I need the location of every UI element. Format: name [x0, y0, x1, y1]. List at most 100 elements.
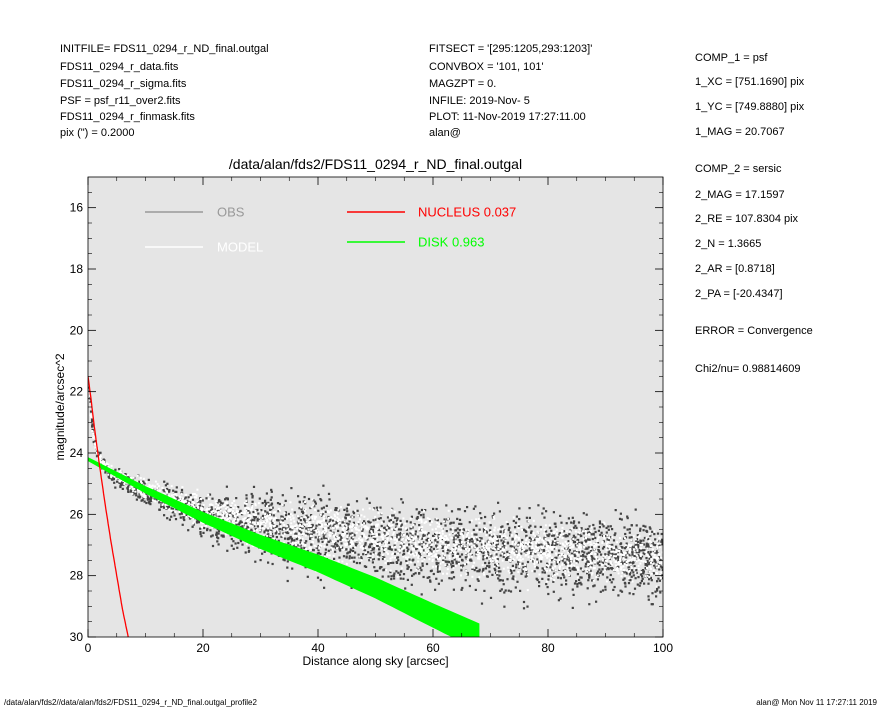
obs-point	[646, 564, 649, 567]
obs-point	[408, 539, 411, 542]
obs-point	[340, 538, 343, 541]
model-point	[411, 547, 414, 550]
model-point	[219, 513, 222, 516]
model-point	[379, 542, 382, 545]
model-point	[363, 522, 366, 525]
obs-point	[376, 544, 379, 547]
model-point	[485, 544, 488, 547]
obs-point	[581, 558, 584, 561]
model-point	[410, 525, 413, 528]
obs-point	[450, 571, 453, 574]
model-point	[547, 539, 550, 542]
model-point	[590, 573, 593, 576]
obs-point	[360, 535, 363, 538]
model-point	[428, 538, 430, 541]
obs-point	[317, 493, 320, 497]
obs-point	[457, 536, 460, 539]
obs-point	[517, 560, 520, 563]
model-point	[445, 535, 447, 538]
model-point	[359, 518, 361, 521]
obs-point	[556, 543, 559, 546]
model-point	[308, 517, 311, 520]
data-layer	[88, 376, 663, 637]
model-point	[629, 550, 631, 553]
model-point	[551, 556, 554, 559]
model-point	[175, 494, 178, 497]
model-point	[547, 550, 550, 553]
obs-point	[121, 487, 124, 490]
obs-point	[509, 545, 512, 548]
model-point	[94, 443, 97, 446]
model-point	[366, 555, 369, 558]
model-point	[400, 567, 403, 570]
obs-point	[322, 506, 325, 509]
obs-point	[195, 507, 198, 510]
model-point	[521, 549, 524, 552]
obs-point	[327, 549, 330, 552]
model-point	[131, 488, 134, 491]
header-right-line: 2_RE = 107.8304 pix	[695, 213, 799, 225]
model-point	[390, 521, 393, 524]
obs-point	[575, 526, 578, 529]
model-point	[440, 535, 443, 538]
model-point	[477, 553, 480, 556]
model-point	[254, 514, 257, 517]
model-point	[207, 498, 210, 501]
model-point	[368, 554, 371, 557]
obs-point	[346, 510, 349, 513]
obs-point	[411, 559, 414, 562]
model-point	[99, 455, 102, 457]
obs-point	[208, 510, 211, 513]
model-point	[207, 494, 210, 496]
obs-point	[352, 516, 355, 519]
obs-point	[503, 552, 506, 555]
model-point	[289, 516, 292, 519]
model-point	[92, 436, 95, 439]
model-point	[569, 555, 572, 558]
obs-point	[571, 516, 574, 519]
model-point	[334, 515, 337, 518]
model-point	[420, 547, 423, 550]
obs-point	[382, 550, 386, 553]
model-point	[427, 549, 430, 552]
model-point	[530, 559, 532, 562]
obs-point	[135, 498, 138, 501]
model-point	[513, 553, 516, 556]
model-point	[229, 516, 232, 519]
obs-point	[218, 514, 221, 518]
model-point	[341, 523, 344, 526]
model-point	[576, 540, 579, 543]
obs-point	[573, 550, 576, 553]
obs-point	[175, 490, 178, 493]
model-point	[386, 537, 389, 540]
model-point	[592, 579, 595, 582]
model-point	[659, 574, 662, 577]
obs-point	[635, 539, 638, 543]
model-point	[573, 564, 576, 567]
model-point	[551, 567, 554, 569]
model-point	[384, 543, 387, 546]
model-point	[518, 536, 520, 539]
model-point	[501, 549, 504, 552]
model-point	[364, 525, 367, 528]
obs-point	[655, 550, 658, 553]
model-point	[568, 554, 571, 557]
obs-point	[372, 557, 375, 561]
model-point	[606, 545, 608, 548]
obs-point	[551, 551, 554, 554]
model-point	[318, 533, 321, 536]
obs-point	[620, 590, 624, 593]
model-point	[619, 537, 621, 539]
model-point	[264, 513, 267, 516]
model-point	[602, 554, 605, 557]
model-point	[650, 559, 653, 562]
obs-point	[319, 498, 322, 501]
model-point	[454, 536, 457, 539]
model-point	[451, 531, 454, 534]
obs-point	[354, 551, 357, 554]
obs-point	[332, 545, 335, 548]
model-point	[545, 550, 548, 553]
obs-point	[449, 522, 452, 525]
obs-point	[541, 577, 544, 580]
obs-point	[267, 561, 270, 564]
